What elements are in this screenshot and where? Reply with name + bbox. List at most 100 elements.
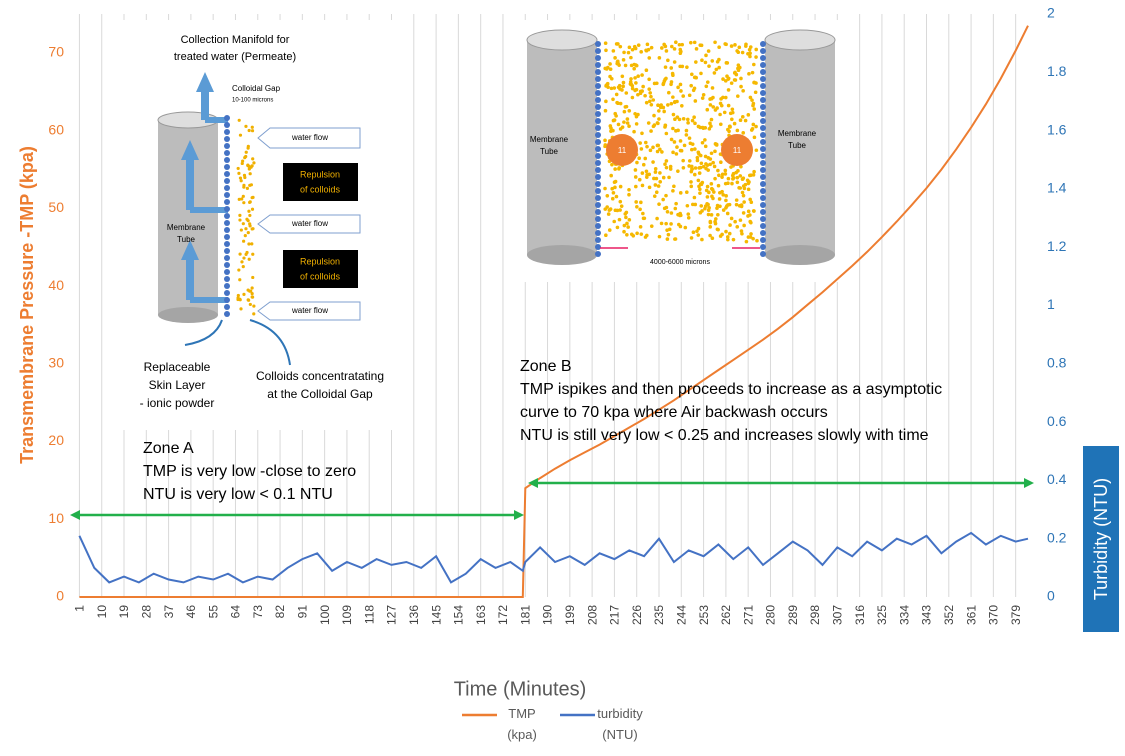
x-tick-label: 289 — [786, 605, 800, 625]
dot — [613, 112, 617, 116]
dot — [711, 86, 715, 90]
dot — [634, 175, 638, 179]
dot — [237, 294, 240, 297]
x-tick-label: 343 — [920, 605, 934, 625]
dot — [238, 119, 241, 122]
dot — [676, 213, 680, 217]
dot — [641, 171, 645, 175]
left-diagram: Collection Manifold for treated water (P… — [123, 20, 406, 430]
dot — [634, 81, 638, 85]
dot — [685, 129, 689, 133]
dot — [733, 78, 737, 82]
dot — [224, 213, 230, 219]
dot — [242, 186, 245, 189]
dot — [674, 129, 678, 133]
dot — [697, 152, 701, 156]
dot — [760, 146, 766, 152]
dot — [660, 46, 664, 50]
dot — [732, 238, 736, 242]
dot — [711, 197, 715, 201]
dot — [619, 45, 623, 49]
dot — [630, 233, 634, 237]
dot — [701, 96, 705, 100]
x-tick-label: 379 — [1009, 605, 1023, 625]
dot — [752, 81, 756, 85]
x-tick-label: 199 — [563, 605, 577, 625]
dot — [662, 176, 666, 180]
dot — [595, 111, 601, 117]
dot — [741, 191, 745, 195]
dot — [749, 232, 753, 236]
dot — [747, 182, 751, 186]
y2-tick-label: 2 — [1047, 5, 1055, 21]
dot — [621, 74, 625, 78]
dot — [694, 76, 698, 80]
dot — [595, 188, 601, 194]
dot — [595, 76, 601, 82]
dot — [643, 216, 647, 220]
dot — [247, 145, 250, 148]
annotation: TMP is very low -close to zero — [143, 463, 356, 480]
dot — [666, 103, 670, 107]
label: of colloids — [300, 271, 341, 281]
dot — [727, 88, 731, 92]
dot — [639, 232, 643, 236]
y2-tick-label: 1.4 — [1047, 180, 1067, 196]
dot — [224, 290, 230, 296]
dot — [676, 169, 680, 173]
dot — [624, 105, 628, 109]
dot — [637, 156, 641, 160]
x-tick-label: 280 — [764, 605, 778, 625]
dot — [616, 226, 620, 230]
dot — [741, 177, 745, 181]
dot — [693, 196, 697, 200]
dot — [595, 230, 601, 236]
dot — [685, 133, 689, 137]
dot — [635, 122, 639, 126]
dot — [626, 225, 630, 229]
dot — [747, 188, 751, 192]
dot — [627, 188, 631, 192]
dot — [752, 123, 756, 127]
dot — [760, 62, 766, 68]
dot — [760, 69, 766, 75]
annotation: Zone B — [520, 358, 572, 375]
dot — [632, 67, 636, 71]
label: Membrane — [167, 223, 206, 232]
dot — [247, 219, 250, 222]
dot — [755, 148, 759, 152]
dot — [615, 101, 619, 105]
dot — [611, 97, 615, 101]
dot — [224, 220, 230, 226]
dot — [709, 157, 713, 161]
x-tick-label: 154 — [452, 605, 466, 625]
dot — [686, 212, 690, 216]
dot — [645, 68, 649, 72]
dot — [657, 109, 661, 113]
annotation: TMP ispikes and then proceeds to increas… — [520, 381, 942, 398]
dot — [684, 226, 688, 230]
dot — [720, 190, 724, 194]
dot — [688, 93, 692, 97]
dot — [635, 205, 639, 209]
dot — [719, 102, 723, 106]
dot — [730, 81, 734, 85]
tube — [527, 40, 597, 255]
dot — [674, 202, 678, 206]
dot — [248, 258, 251, 261]
dot — [735, 198, 739, 202]
dot — [247, 210, 250, 213]
dot — [606, 82, 610, 86]
dot — [681, 159, 685, 163]
x-tick-label: 316 — [853, 605, 867, 625]
dot — [687, 216, 691, 220]
dot — [595, 48, 601, 54]
dot — [742, 211, 746, 215]
dot — [670, 102, 674, 106]
dot — [608, 62, 612, 66]
dot — [724, 230, 728, 234]
dot — [634, 200, 638, 204]
dot — [224, 297, 230, 303]
dot — [618, 200, 622, 204]
dot — [677, 223, 681, 227]
